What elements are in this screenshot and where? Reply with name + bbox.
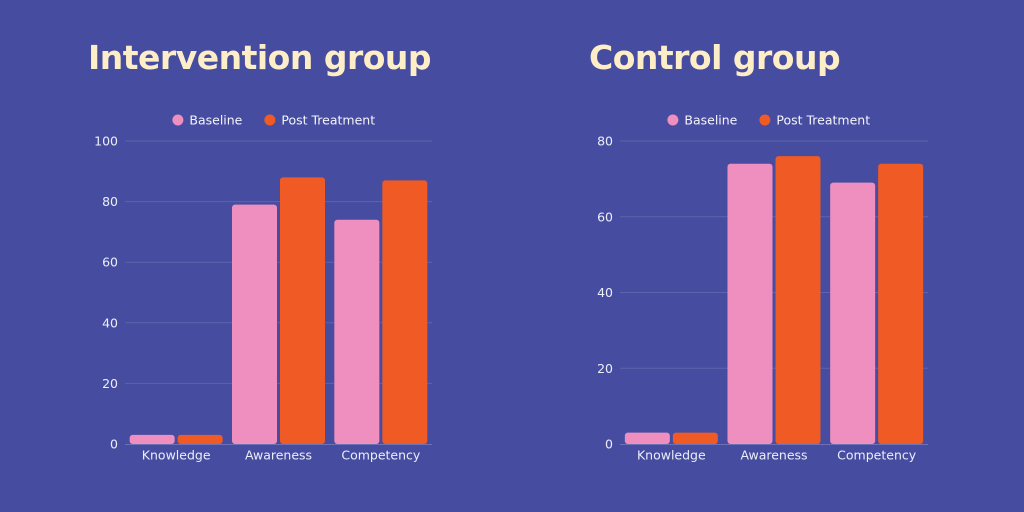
bar-baseline-knowledge (624, 432, 670, 444)
legend-swatch (759, 114, 771, 126)
bar-post-treatment-knowledge (177, 434, 223, 444)
bar-post-treatment-awareness (775, 156, 821, 444)
bar-post-treatment-awareness (280, 177, 325, 445)
bar-baseline-competency (334, 219, 380, 444)
legend-label: Post Treatment (776, 113, 870, 128)
legend-label: Baseline (684, 113, 737, 128)
chart-title-intervention: Intervention group (88, 38, 432, 77)
y-tick-label: 80 (102, 194, 118, 209)
y-tick-label: 60 (102, 255, 118, 270)
y-tick-label: 80 (597, 134, 613, 149)
x-tick-label: Competency (341, 448, 421, 463)
y-tick-label: 0 (605, 437, 613, 452)
chart-title-control: Control group (589, 38, 841, 77)
bar-post-treatment-competency (878, 163, 924, 444)
y-tick-label: 40 (102, 315, 118, 330)
legend-label: Post Treatment (281, 113, 375, 128)
y-tick-label: 20 (102, 376, 118, 391)
x-tick-label: Awareness (740, 448, 807, 463)
bar-post-treatment-competency (382, 180, 428, 444)
legend-swatch (264, 114, 276, 126)
y-tick-label: 60 (597, 209, 613, 224)
x-tick-label: Competency (837, 448, 917, 463)
x-tick-label: Knowledge (637, 448, 706, 463)
y-tick-label: 20 (597, 361, 613, 376)
bar-baseline-competency (830, 182, 876, 444)
bar-baseline-knowledge (129, 434, 175, 444)
x-tick-label: Awareness (245, 448, 312, 463)
legend-swatch (667, 114, 679, 126)
y-tick-label: 100 (94, 134, 118, 149)
bar-baseline-awareness (727, 163, 773, 444)
y-tick-label: 0 (110, 437, 118, 452)
y-tick-label: 40 (597, 285, 613, 300)
bar-baseline-awareness (232, 204, 277, 444)
x-tick-label: Knowledge (142, 448, 211, 463)
bar-post-treatment-knowledge (672, 432, 718, 444)
legend-swatch (172, 114, 184, 126)
legend-label: Baseline (189, 113, 242, 128)
